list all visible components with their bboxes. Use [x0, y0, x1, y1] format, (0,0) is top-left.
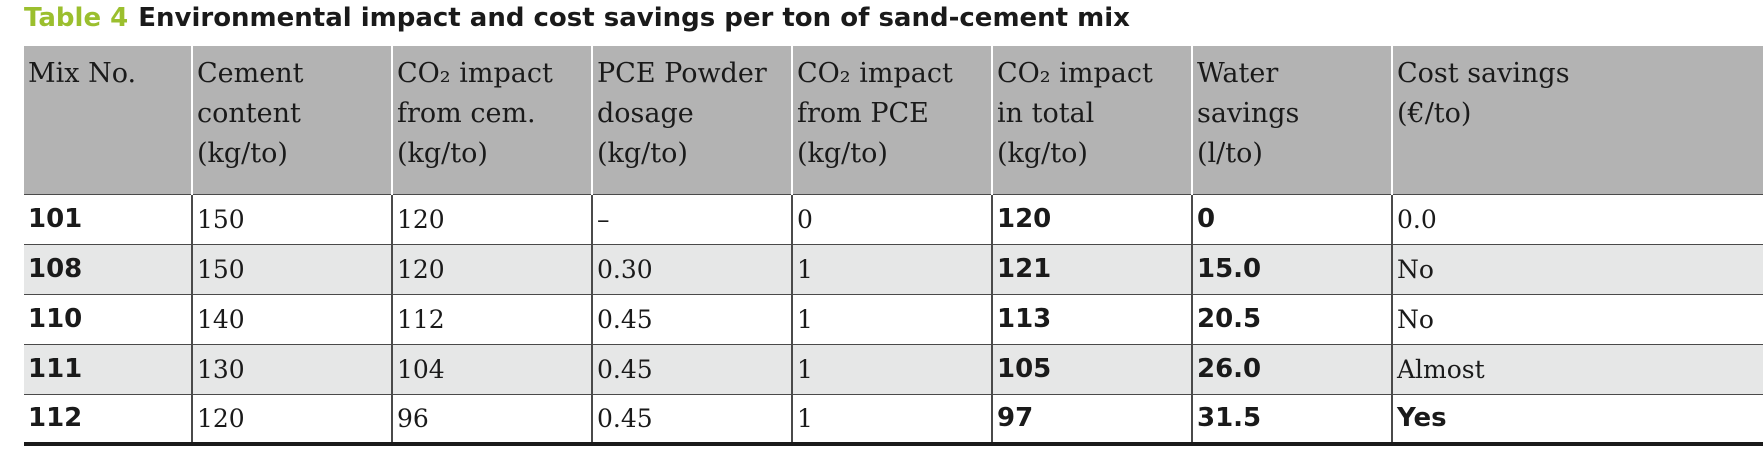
header-row: Mix No. Cement content (kg/to) CO₂ impact fro…	[24, 46, 1763, 194]
table-row: 108 150 120 0.30 1 121 15.0 No	[24, 243, 1763, 294]
table-cell: 113	[991, 293, 1192, 344]
column-header-line: dosage	[597, 98, 694, 129]
table-cell: 150	[191, 243, 392, 294]
table-row: 111 130 104 0.45 1 105 26.0 Almost	[24, 343, 1763, 394]
table-cell: 120	[991, 193, 1192, 244]
column-header-line: Mix No.	[28, 58, 137, 89]
column-header-line: from cem.	[397, 98, 536, 129]
table-cell: 101	[24, 193, 192, 244]
column-header-line: (kg/to)	[197, 138, 288, 169]
column-header-line: PCE Powder	[597, 58, 767, 89]
column-header-line: (l/to)	[1197, 138, 1263, 169]
table-cell: 120	[191, 393, 392, 446]
table-cell: 1	[791, 393, 992, 446]
table-title: Environmental impact and cost savings pe…	[138, 3, 1130, 33]
column-header-line: (kg/to)	[597, 138, 688, 169]
table-cell: Almost	[1391, 343, 1763, 394]
column-header-line: (kg/to)	[797, 138, 888, 169]
column-header: Mix No.	[24, 46, 192, 194]
table-row: 101 150 120–0 120 0 0.0	[24, 193, 1763, 244]
column-header-line: CO₂ impact	[397, 58, 553, 89]
table-cell: 0.0	[1391, 193, 1763, 244]
table-cell: 0	[1191, 193, 1392, 244]
table-cell: 0.45	[591, 343, 792, 394]
table-cell: 120	[391, 193, 592, 244]
table-label: Table 4	[24, 3, 129, 33]
table-body: 101 150 120–0 120 0 0.0 108 150 120 0.30 1 121 15.0 N…	[24, 193, 1763, 446]
table-cell: 110	[24, 293, 192, 344]
table-cell: 0.30	[591, 243, 792, 294]
table-caption: Table 4 Environmental impact and cost sav…	[24, 0, 1130, 36]
data-table: Mix No. Cement content (kg/to) CO₂ impact fro…	[24, 46, 1763, 446]
column-header-line: savings	[1197, 98, 1300, 129]
table-cell: 150	[191, 193, 392, 244]
table-cell: 111	[24, 343, 192, 394]
column-header-line: in total	[997, 98, 1095, 129]
table-row: 110 140 112 0.45 1 113 20.5 No	[24, 293, 1763, 344]
table-cell: 1	[791, 243, 992, 294]
table-cell: 112	[391, 293, 592, 344]
column-header: Water savings (l/to)	[1191, 46, 1392, 194]
table-cell: No	[1391, 243, 1763, 294]
column-header-line: (kg/to)	[997, 138, 1088, 169]
table-cell: 104	[391, 343, 592, 394]
table-cell: 1	[791, 293, 992, 344]
table-cell: 112	[24, 393, 192, 446]
table-cell: 0.45	[591, 293, 792, 344]
column-header-line: content	[197, 98, 301, 129]
table-cell: 121	[991, 243, 1192, 294]
table-cell: No	[1391, 293, 1763, 344]
column-header: Cement content (kg/to)	[191, 46, 392, 194]
table-cell: 15.0	[1191, 243, 1392, 294]
table-cell: 0	[791, 193, 992, 244]
column-header-line: Cost savings	[1397, 58, 1570, 89]
column-header: CO₂ impact from cem. (kg/to)	[391, 46, 592, 194]
column-header: Cost savings (€/to)	[1391, 46, 1763, 194]
column-header: CO₂ impact from PCE (kg/to)	[791, 46, 992, 194]
table-cell: 20.5	[1191, 293, 1392, 344]
table-cell: 31.5	[1191, 393, 1392, 446]
table-cell: Yes	[1391, 393, 1763, 446]
table-cell: 26.0	[1191, 343, 1392, 394]
column-header-line: Water	[1197, 58, 1279, 89]
table-cell: 105	[991, 343, 1192, 394]
table-cell: 0.45	[591, 393, 792, 446]
column-header: CO₂ impact in total (kg/to)	[991, 46, 1192, 194]
column-header-line: CO₂ impact	[997, 58, 1153, 89]
table-cell: 130	[191, 343, 392, 394]
column-header-line: CO₂ impact	[797, 58, 953, 89]
table-cell: 120	[391, 243, 592, 294]
table-cell: 140	[191, 293, 392, 344]
column-header-line: from PCE	[797, 98, 929, 129]
table-cell: 96	[391, 393, 592, 446]
table-cell: 97	[991, 393, 1192, 446]
column-header-line: (kg/to)	[397, 138, 488, 169]
column-header-line: (€/to)	[1397, 98, 1472, 129]
table-cell: –	[591, 193, 792, 244]
column-header: PCE Powder dosage (kg/to)	[591, 46, 792, 194]
table-cell: 108	[24, 243, 192, 294]
column-header-line: Cement	[197, 58, 304, 89]
table-row: 112 120 96 0.45 1 97 31.5 Yes	[24, 393, 1763, 446]
table-cell: 1	[791, 343, 992, 394]
